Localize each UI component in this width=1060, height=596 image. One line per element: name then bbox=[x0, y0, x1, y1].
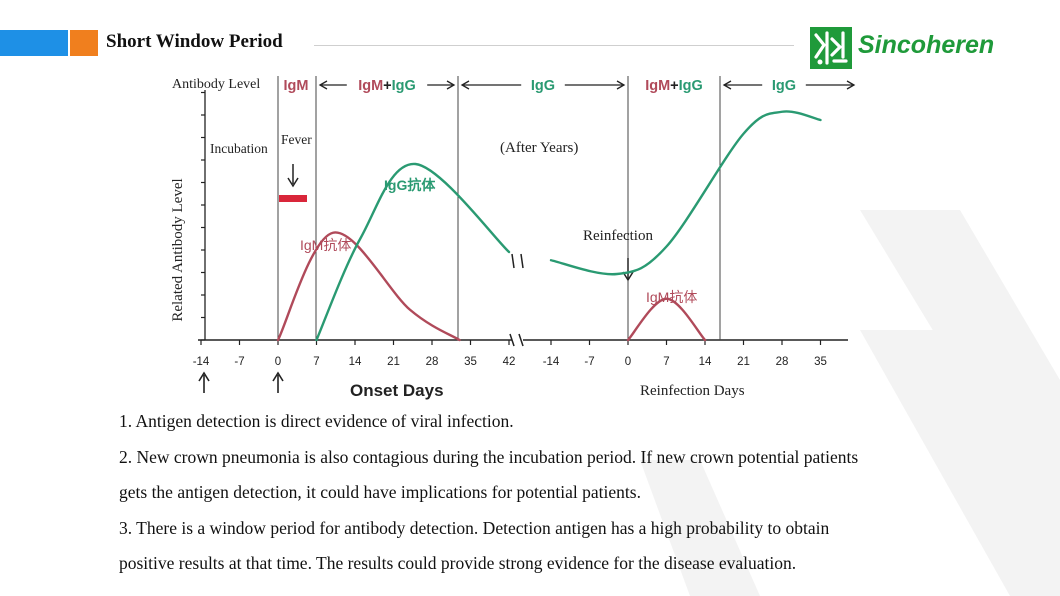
fever-bar bbox=[279, 195, 307, 202]
x-tick-label: 7 bbox=[313, 356, 319, 368]
title-accent-blue bbox=[0, 30, 68, 56]
x-axis-label-onset: Onset Days bbox=[350, 381, 444, 400]
x-axis-label-reinfection: Reinfection Days bbox=[640, 383, 745, 399]
antibody-curves bbox=[276, 110, 822, 342]
x-tick-label: -7 bbox=[584, 356, 594, 368]
x-axis: -14 -7 0 7 14 21 28 35 42 -14 -7 0 7 14 21 28 35 bbox=[193, 339, 848, 368]
logo-mark-icon bbox=[810, 27, 852, 69]
header-arrowhead-left-icon bbox=[722, 80, 732, 90]
onset-arrows bbox=[198, 371, 284, 393]
y-axis-label: Related Antibody Level bbox=[170, 178, 186, 321]
title-accent-orange bbox=[70, 30, 98, 56]
series-igg-onset bbox=[315, 162, 511, 342]
header-phase-label: IgG bbox=[531, 78, 555, 94]
x-tick-label: 21 bbox=[737, 356, 750, 368]
annotation-igg-peak: IgG抗体 bbox=[384, 177, 436, 193]
body-line: 1. Antigen detection is direct evidence … bbox=[119, 411, 514, 431]
x-tick-label: 14 bbox=[699, 356, 712, 368]
series-igm-onset bbox=[276, 231, 461, 342]
x-tick-label: 35 bbox=[464, 356, 477, 368]
header-arrowhead-left-icon bbox=[460, 80, 470, 90]
x-tick-label: 7 bbox=[663, 356, 669, 368]
fever-arrowhead-icon bbox=[287, 177, 299, 188]
annotation-reinfection: Reinfection bbox=[583, 228, 653, 244]
header-phase-label: IgM+IgG bbox=[358, 78, 416, 94]
x-tick-label: 0 bbox=[275, 356, 281, 368]
x-tick-label: 35 bbox=[814, 356, 827, 368]
header-phase-label: IgM+IgG bbox=[645, 78, 703, 94]
x-tick-label: 28 bbox=[776, 356, 789, 368]
x-tick-label: -7 bbox=[234, 356, 244, 368]
annotation-igm-peak-reinfection: IgM抗体 bbox=[646, 289, 697, 305]
annotation-incubation: Incubation bbox=[210, 141, 268, 156]
x-tick-label: 21 bbox=[387, 356, 400, 368]
x-tick-label: -14 bbox=[193, 356, 210, 368]
header-phase-label: IgM bbox=[284, 78, 309, 94]
x-tick-label: -14 bbox=[543, 356, 560, 368]
brand-name: Sincoheren bbox=[858, 31, 995, 59]
slide-title: Short Window Period bbox=[106, 31, 283, 52]
header-antibody-level: Antibody Level bbox=[172, 77, 260, 92]
header-arrowhead-right-icon bbox=[616, 80, 626, 90]
annotation-igm-peak: IgM抗体 bbox=[300, 237, 351, 253]
body-line: positive results at that time. The resul… bbox=[119, 553, 797, 573]
series-igm-reinfection bbox=[626, 297, 707, 342]
header-arrowhead-right-icon bbox=[446, 80, 456, 90]
x-tick-label: 0 bbox=[625, 356, 631, 368]
annotation-fever: Fever bbox=[281, 132, 312, 147]
body-line: 3. There is a window period for antibody… bbox=[119, 517, 830, 538]
title-divider bbox=[314, 45, 794, 46]
body-line: gets the antigen detection, it could hav… bbox=[119, 482, 641, 502]
header-arrowhead-left-icon bbox=[318, 80, 328, 90]
annotation-after-years: (After Years) bbox=[500, 140, 578, 156]
series-igg-reinfection bbox=[549, 110, 822, 276]
body-line: 2. New crown pneumonia is also contagiou… bbox=[119, 446, 859, 467]
reinfection-arrowhead-icon bbox=[622, 271, 634, 282]
axis-break-marks bbox=[509, 253, 524, 347]
brand-logo: Sincoheren bbox=[810, 27, 1032, 69]
header-arrowhead-right-icon bbox=[846, 80, 856, 90]
x-tick-label: 28 bbox=[426, 356, 439, 368]
body-text: 1. Antigen detection is direct evidence … bbox=[119, 404, 1019, 582]
antibody-window-chart: Antibody Level IgM IgM+IgG IgG IgM+IgG IgG R… bbox=[170, 76, 856, 400]
x-tick-label: 42 bbox=[503, 356, 516, 368]
header-phases: IgM IgM+IgG IgG IgM+IgG IgG bbox=[284, 78, 856, 94]
header-phase-label: IgG bbox=[772, 78, 796, 94]
x-tick-label: 14 bbox=[349, 356, 362, 368]
phase-divider-lines bbox=[277, 76, 721, 340]
